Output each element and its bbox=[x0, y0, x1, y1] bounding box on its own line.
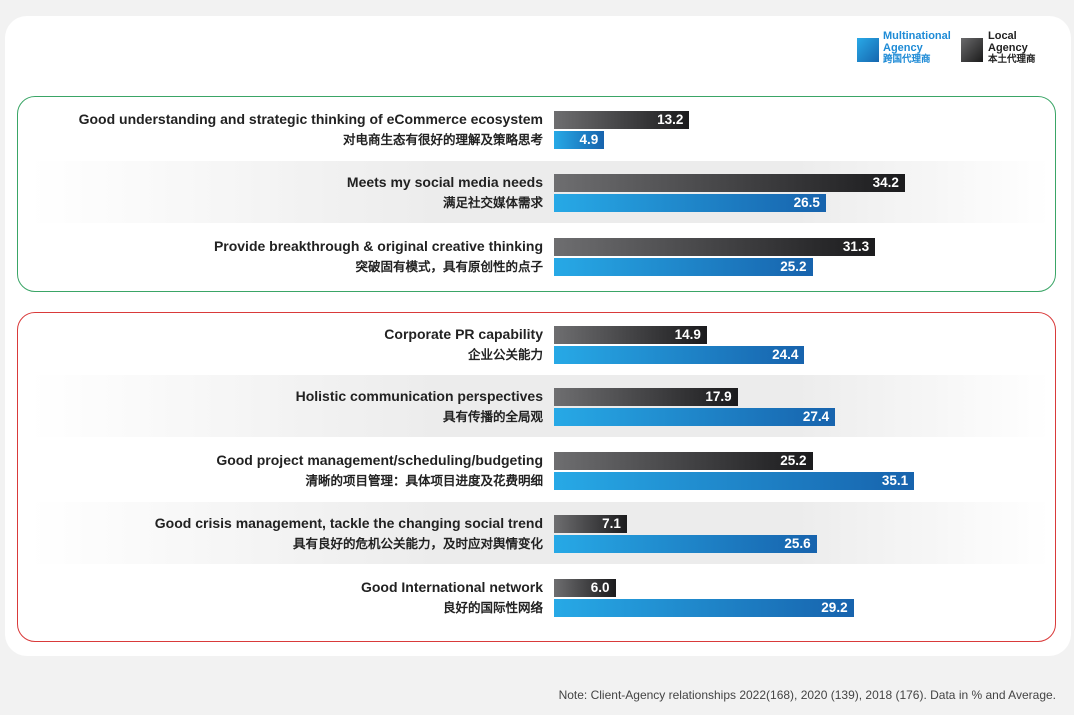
category-label-zh: 清晰的项目管理：具体项目进度及花费明细 bbox=[305, 473, 543, 488]
bar-value-label: 7.1 bbox=[602, 516, 621, 531]
bar-multinational-agency: 26.5 bbox=[554, 194, 826, 212]
bar-value-label: 29.2 bbox=[821, 600, 848, 615]
bar-local-agency: 17.9 bbox=[554, 388, 738, 406]
bar-value-label: 24.4 bbox=[772, 347, 799, 362]
bar-local-agency: 13.2 bbox=[554, 111, 690, 129]
row-band bbox=[30, 502, 1050, 564]
category-label-en: Good project management/scheduling/budge… bbox=[216, 452, 543, 468]
bar-value-label: 25.2 bbox=[780, 259, 807, 274]
bar-local-agency: 31.3 bbox=[554, 238, 876, 256]
legend-label-multinational: Multinational Agency 跨国代理商 bbox=[883, 30, 951, 66]
bar-value-label: 14.9 bbox=[674, 327, 701, 342]
legend-swatch-multinational bbox=[857, 38, 879, 62]
legend: Multinational Agency 跨国代理商 Local Agency … bbox=[0, 30, 1074, 70]
bar-multinational-agency: 25.2 bbox=[554, 258, 813, 276]
legend-label-local: Local Agency 本土代理商 bbox=[988, 30, 1036, 66]
category-label-en: Good understanding and strategic thinkin… bbox=[78, 111, 543, 127]
bar-value-label: 25.2 bbox=[780, 453, 807, 468]
bar-local-agency: 6.0 bbox=[554, 579, 616, 597]
legend-local-zh: 本土代理商 bbox=[988, 54, 1036, 65]
category-label-zh: 良好的国际性网络 bbox=[442, 600, 543, 615]
bar-value-label: 31.3 bbox=[842, 239, 870, 254]
category-label-en: Good crisis management, tackle the chang… bbox=[154, 515, 543, 531]
bar-value-label: 35.1 bbox=[881, 473, 909, 488]
bar-multinational-agency: 29.2 bbox=[554, 599, 854, 617]
bar-value-label: 26.5 bbox=[793, 195, 820, 210]
group-box-red bbox=[17, 312, 1056, 642]
bar-value-label: 25.6 bbox=[784, 536, 811, 551]
category-label-zh: 具有传播的全局观 bbox=[442, 409, 543, 424]
category-label-zh: 满足社交媒体需求 bbox=[442, 195, 543, 210]
bar-local-agency: 14.9 bbox=[554, 326, 707, 344]
bar-value-label: 17.9 bbox=[705, 389, 732, 404]
bar-local-agency: 7.1 bbox=[554, 515, 627, 533]
bar-multinational-agency: 25.6 bbox=[554, 535, 817, 553]
row-band bbox=[30, 375, 1050, 437]
bar-multinational-agency: 4.9 bbox=[554, 131, 605, 149]
category-label-en: Provide breakthrough & original creative… bbox=[213, 238, 543, 254]
bar-value-label: 27.4 bbox=[802, 409, 830, 424]
bar-multinational-agency: 35.1 bbox=[554, 472, 915, 490]
bar-local-agency: 34.2 bbox=[554, 174, 905, 192]
category-label-en: Meets my social media needs bbox=[346, 174, 543, 190]
bar-value-label: 13.2 bbox=[657, 112, 684, 127]
category-label-zh: 突破固有模式，具有原创性的点子 bbox=[355, 259, 543, 274]
group-box-green bbox=[17, 96, 1056, 292]
category-label-zh: 具有良好的危机公关能力，及时应对舆情变化 bbox=[292, 536, 543, 551]
category-label-zh: 对电商生态有很好的理解及策略思考 bbox=[342, 132, 543, 147]
category-label-en: Holistic communication perspectives bbox=[295, 388, 543, 404]
category-label-en: Corporate PR capability bbox=[384, 326, 543, 342]
legend-multinational-line2: Agency bbox=[883, 42, 923, 54]
bar-multinational-agency: 27.4 bbox=[554, 408, 836, 426]
bar-multinational-agency: 24.4 bbox=[554, 346, 805, 364]
legend-swatch-local bbox=[961, 38, 983, 62]
bar-value-label: 34.2 bbox=[872, 175, 899, 190]
footnote: Note: Client-Agency relationships 2022(1… bbox=[558, 688, 1056, 702]
legend-local-line1: Local bbox=[988, 30, 1017, 42]
category-label-en: Good International network bbox=[360, 579, 543, 595]
bar-local-agency: 25.2 bbox=[554, 452, 813, 470]
legend-multinational-line1: Multinational bbox=[883, 30, 951, 42]
bar-value-label: 4.9 bbox=[579, 132, 599, 147]
legend-local-line2: Agency bbox=[988, 42, 1028, 54]
legend-multinational-zh: 跨国代理商 bbox=[883, 54, 931, 65]
bar-value-label: 6.0 bbox=[590, 580, 610, 595]
row-band bbox=[30, 161, 1050, 223]
category-label-zh: 企业公关能力 bbox=[467, 347, 543, 362]
